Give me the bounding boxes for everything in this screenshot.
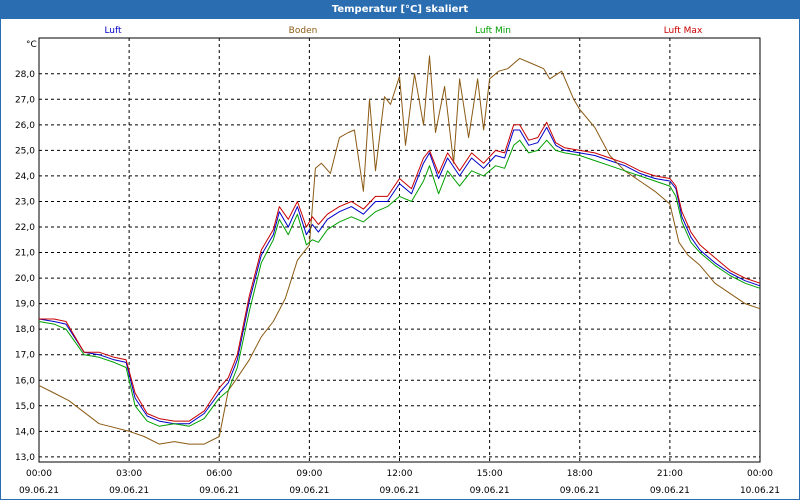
x-tick-label-date: 09.06.21: [379, 486, 419, 496]
x-tick-label-time: 06:00: [206, 469, 232, 479]
x-tick-label-date: 09.06.21: [199, 486, 239, 496]
x-tick-label-date: 10.06.21: [740, 486, 780, 496]
x-tick-label-date: 09.06.21: [470, 486, 510, 496]
legend-item: Luft Max: [664, 26, 703, 36]
series-line-boden: [38, 55, 761, 445]
y-tick-label: 27,0: [15, 95, 35, 105]
y-tick-label: 16,0: [15, 376, 35, 386]
x-tick-label-date: 09.06.21: [19, 486, 59, 496]
x-tick-label-time: 00:00: [747, 469, 773, 479]
y-axis-unit-label: °C: [26, 40, 37, 50]
series-line-luft-max: [39, 121, 761, 422]
y-tick-label: 17,0: [15, 351, 35, 361]
legend: Luft Boden Luft Min Luft Max: [104, 26, 703, 36]
x-tick-label-date: 09.06.21: [650, 486, 690, 496]
x-tick-label-time: 03:00: [116, 469, 142, 479]
y-tick-label: 21,0: [15, 249, 35, 259]
x-tick-label-date: 09.06.21: [560, 486, 600, 496]
y-tick-label: 26,0: [15, 121, 35, 131]
legend-item: Boden: [289, 26, 318, 36]
series-lines: [38, 55, 761, 445]
y-tick-label: 19,0: [15, 300, 35, 310]
y-axis-tick-labels: 13,0 14,0 15,0 16,0 17,0 18,0 19,0 20,0 21,0 22,0…: [15, 70, 35, 463]
x-tick-label-time: 15:00: [477, 469, 503, 479]
y-tick-label: 20,0: [15, 274, 35, 284]
x-tick-label-time: 12:00: [387, 469, 413, 479]
x-axis-tick-labels: 00:00 09.06.21 03:00 09.06.21 06:00 09.06.21 0…: [19, 469, 780, 496]
y-tick-label: 23,0: [15, 197, 35, 207]
x-tick-label-time: 09:00: [296, 469, 322, 479]
series-line-luft: [38, 126, 761, 425]
x-tick-label-time: 18:00: [567, 469, 593, 479]
y-tick-label: 24,0: [15, 172, 35, 182]
window-title: Temperatur [°C] skaliert: [1, 1, 799, 19]
series-line-luft-min: [38, 139, 761, 427]
x-tick-label-date: 09.06.21: [109, 486, 149, 496]
y-tick-label: 18,0: [15, 325, 35, 335]
grid-lines: [39, 38, 760, 462]
legend-item: Luft: [104, 26, 122, 36]
x-tick-label-time: 21:00: [657, 469, 683, 479]
y-tick-label: 14,0: [15, 427, 35, 437]
x-tick-label-date: 09.06.21: [289, 486, 329, 496]
y-tick-label: 15,0: [15, 402, 35, 412]
y-tick-label: 13,0: [15, 453, 35, 463]
y-tick-label: 25,0: [15, 146, 35, 156]
y-tick-label: 22,0: [15, 223, 35, 233]
y-tick-label: 28,0: [15, 70, 35, 80]
x-tick-label-time: 00:00: [26, 469, 52, 479]
legend-item: Luft Min: [475, 26, 511, 36]
